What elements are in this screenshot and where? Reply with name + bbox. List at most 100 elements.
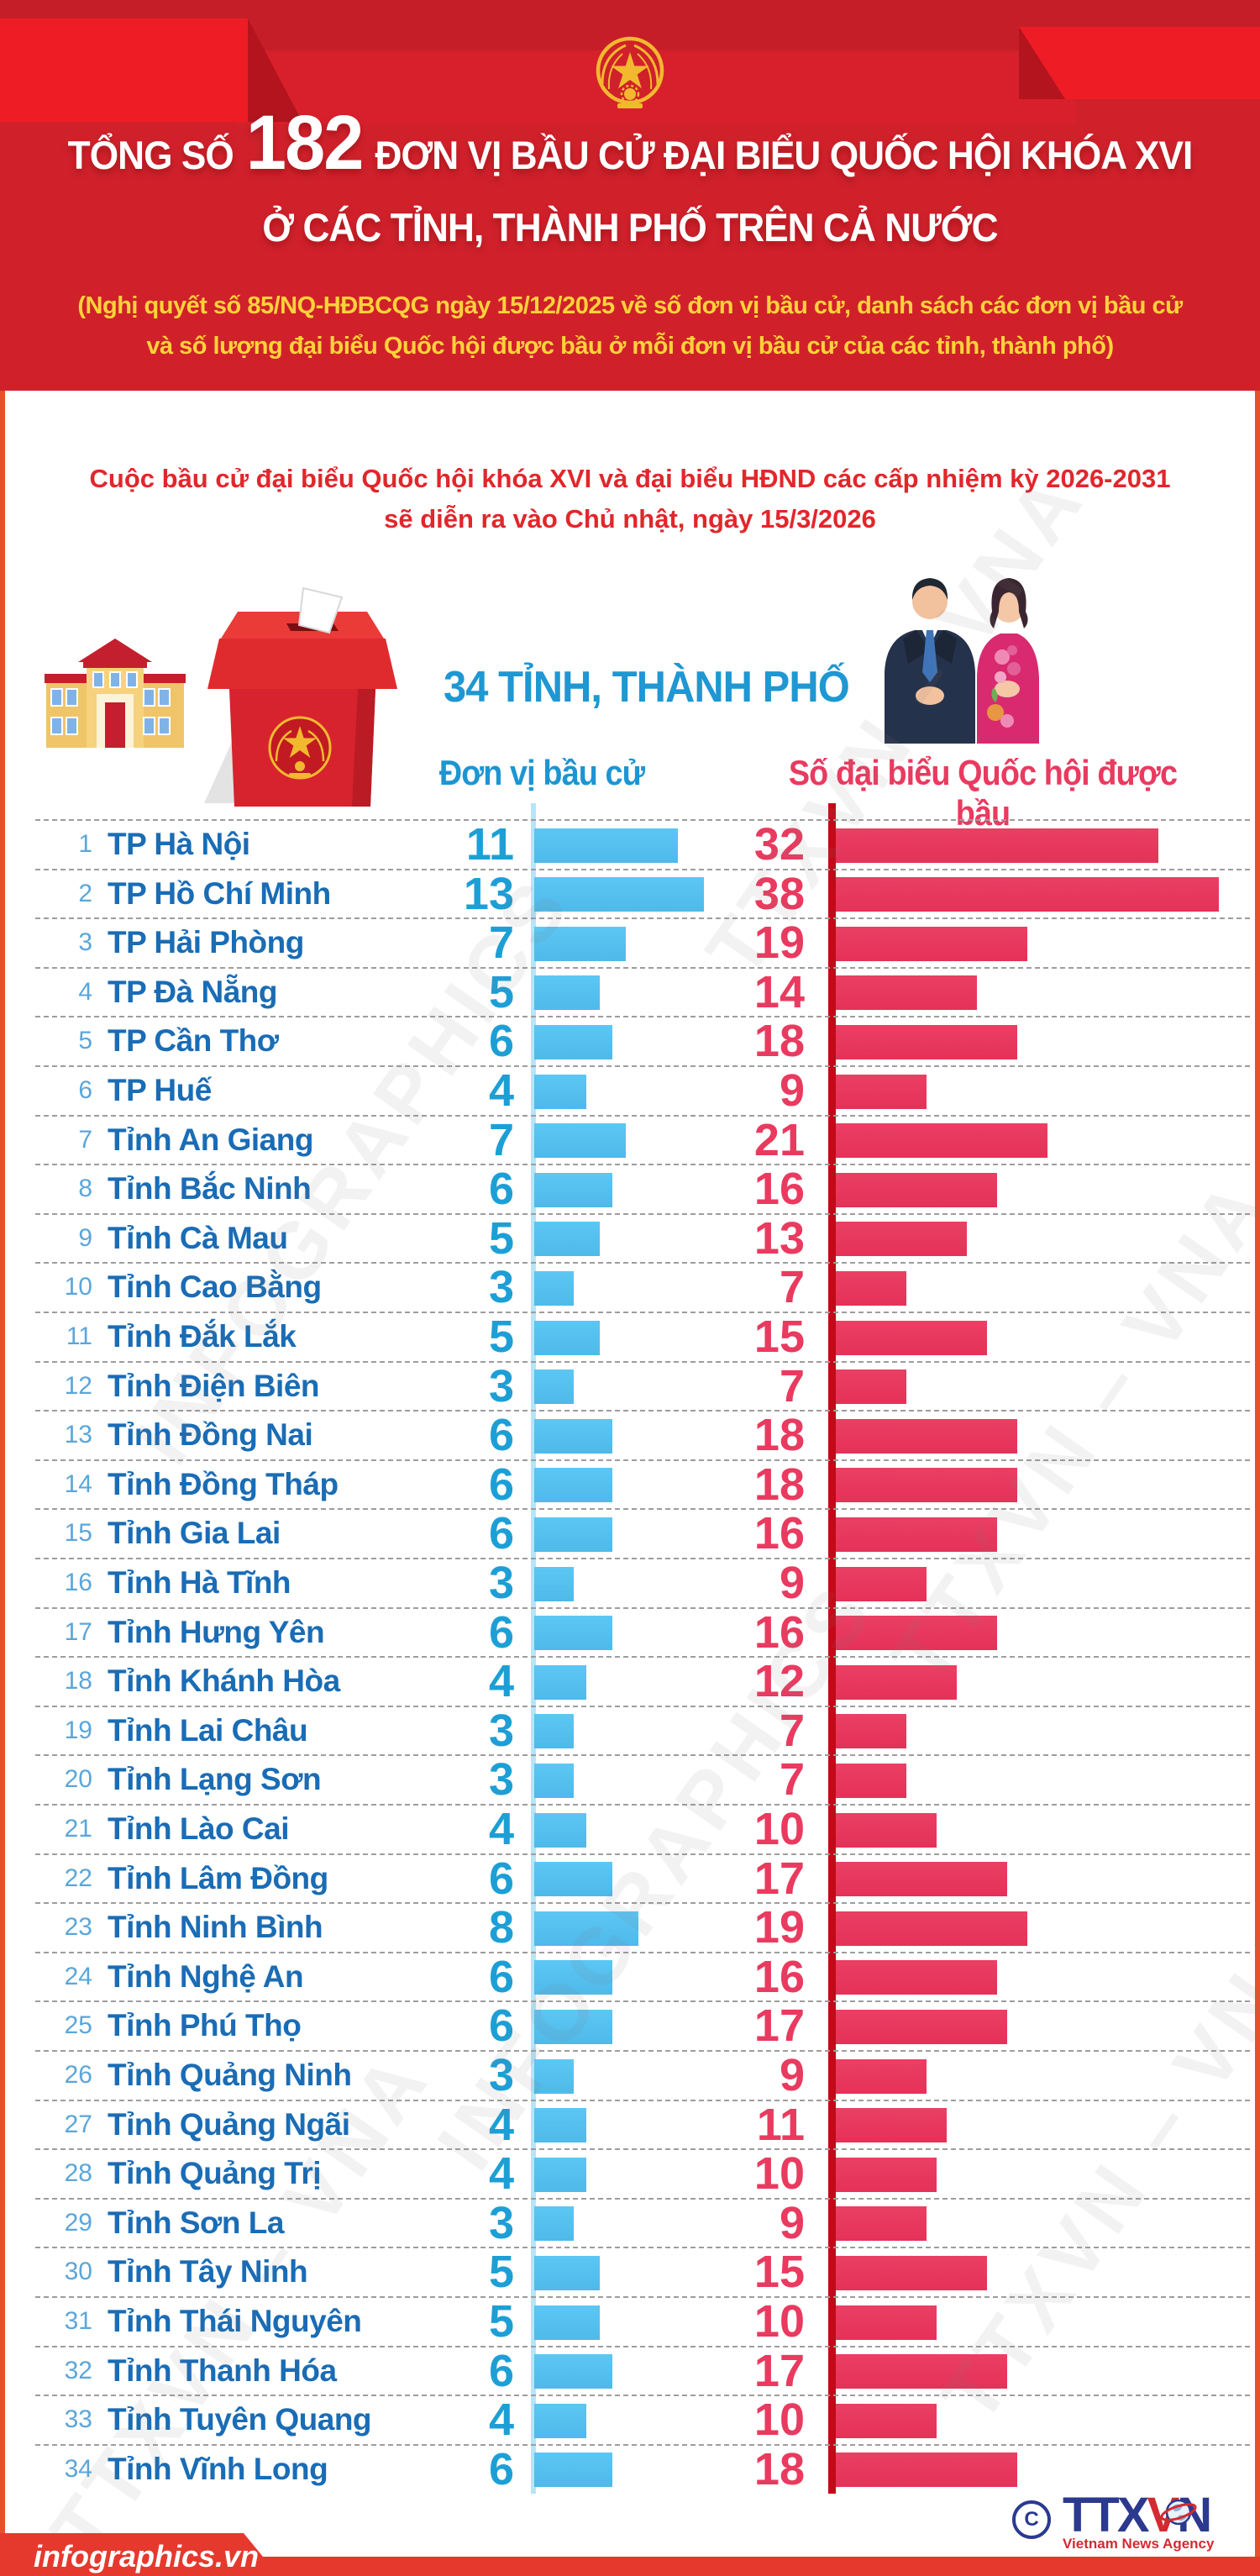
- units-bar: [534, 1911, 638, 1946]
- units-bar: [534, 975, 600, 1011]
- table-row: 13 Tỉnh Đồng Nai 6 18: [35, 1410, 1250, 1459]
- table-row: 27 Tỉnh Quảng Ngãi 4 11: [35, 2099, 1250, 2150]
- deputies-value: 16: [753, 1951, 805, 2002]
- units-bar: [534, 1664, 586, 1700]
- units-bar: [534, 2058, 574, 2094]
- table-row: 6 TP Huế 4 9: [35, 1065, 1250, 1115]
- table-row: 28 Tỉnh Quảng Trị 4 10: [35, 2148, 1250, 2198]
- deputies-value: 32: [753, 819, 805, 870]
- units-bar: [534, 1270, 574, 1306]
- units-value: 6: [488, 1508, 514, 1559]
- deputies-bar: [836, 1763, 906, 1798]
- resolution-note-line2: và số lượng đại biểu Quốc hội được bầu ở…: [146, 333, 1114, 360]
- province-name: TP Cần Thơ: [108, 1023, 279, 1059]
- intro-line2: sẽ diễn ra vào Chủ nhật, ngày 15/3/2026: [384, 504, 876, 534]
- units-value: 3: [488, 1360, 514, 1412]
- table-row: 8 Tỉnh Bắc Ninh 6 16: [35, 1164, 1250, 1213]
- units-bar: [534, 2108, 586, 2143]
- row-index: 15: [64, 1519, 92, 1548]
- voters-couple-icon: [885, 578, 1039, 744]
- row-index: 19: [64, 1716, 92, 1744]
- row-index: 21: [64, 1815, 92, 1843]
- units-value: 4: [488, 1065, 514, 1116]
- footer-site-label: infographics.vn: [34, 2539, 260, 2573]
- units-bar: [534, 2206, 574, 2242]
- deputies-bar: [836, 1616, 997, 1651]
- table-row: 25 Tỉnh Phú Thọ 6 17: [35, 2000, 1250, 2050]
- units-value: 6: [488, 1410, 514, 1461]
- row-index: 25: [64, 2011, 92, 2040]
- row-index: 23: [64, 1913, 92, 1942]
- row-index: 29: [64, 2208, 92, 2237]
- units-bar: [534, 1222, 600, 1257]
- province-name: Tỉnh Nghệ An: [108, 1958, 304, 1994]
- deputies-bar: [836, 2452, 1017, 2488]
- deputies-bar: [836, 1074, 927, 1109]
- units-bar: [534, 1468, 612, 1503]
- province-name: Tỉnh Điện Biên: [108, 1368, 320, 1403]
- row-index: 17: [64, 1617, 92, 1646]
- table-row: 11 Tỉnh Đắk Lắk 5 15: [35, 1312, 1250, 1361]
- units-value: 5: [488, 2296, 514, 2347]
- deputies-value: 14: [753, 966, 805, 1017]
- units-value: 8: [488, 1902, 514, 1953]
- row-index: 28: [64, 2159, 92, 2188]
- units-bar: [534, 2255, 600, 2290]
- row-index: 3: [78, 928, 92, 957]
- table-row: 4 TP Đà Nẵng 5 14: [35, 966, 1250, 1017]
- row-index: 6: [78, 1076, 92, 1104]
- province-name: Tỉnh Lai Châu: [108, 1712, 308, 1748]
- deputies-value: 16: [753, 1606, 805, 1658]
- deputies-value: 10: [753, 2148, 805, 2200]
- units-bar: [534, 1418, 612, 1454]
- table-row: 14 Tỉnh Đồng Tháp 6 18: [35, 1459, 1250, 1509]
- deputies-value: 11: [756, 2099, 805, 2150]
- row-index: 22: [64, 1864, 92, 1892]
- deputies-bar: [836, 1862, 1007, 1897]
- deputies-bar: [836, 1911, 1027, 1946]
- units-bar: [534, 1369, 574, 1405]
- deputies-bar: [836, 1172, 997, 1207]
- units-value: 4: [488, 1656, 514, 1707]
- province-name: Tỉnh Lạng Sơn: [108, 1762, 322, 1797]
- deputies-value: 16: [753, 1508, 805, 1559]
- title-number: 182: [245, 100, 365, 186]
- table-row: 9 Tỉnh Cà Mau 5 13: [35, 1212, 1250, 1263]
- province-name: Tỉnh Vĩnh Long: [108, 2451, 328, 2486]
- units-value: 4: [488, 2148, 514, 2200]
- units-bar: [534, 2305, 600, 2340]
- units-value: 6: [488, 2443, 514, 2495]
- units-bar: [534, 1024, 612, 1059]
- deputies-value: 18: [753, 2443, 805, 2495]
- row-index: 26: [64, 2061, 92, 2089]
- table-row: 30 Tỉnh Tây Ninh 5 15: [35, 2247, 1250, 2296]
- table-row: 18 Tỉnh Khánh Hòa 4 12: [35, 1656, 1250, 1706]
- deputies-bar: [836, 1123, 1047, 1159]
- deputies-bar: [836, 2157, 937, 2192]
- table-row: 2 TP Hồ Chí Minh 13 38: [35, 868, 1250, 918]
- units-value: 4: [488, 2395, 514, 2446]
- deputies-bar: [836, 2255, 987, 2290]
- units-value: 3: [488, 1558, 514, 1608]
- units-value: 3: [488, 1754, 514, 1806]
- table-row: 12 Tỉnh Điện Biên 3 7: [35, 1360, 1250, 1412]
- units-bar: [534, 2403, 586, 2438]
- units-value: 6: [488, 1606, 514, 1658]
- province-name: TP Huế: [108, 1073, 212, 1107]
- globe-icon: [1160, 2499, 1197, 2526]
- deputies-bar: [836, 1222, 967, 1257]
- table-row: 33 Tỉnh Tuyên Quang 4 10: [35, 2395, 1250, 2444]
- table-row: 15 Tỉnh Gia Lai 6 16: [35, 1508, 1250, 1558]
- ttxvn-letters: TTXVN: [1063, 2491, 1214, 2540]
- province-name: Tỉnh Hưng Yên: [108, 1614, 325, 1649]
- table-row: 19 Tỉnh Lai Châu 3 7: [35, 1705, 1250, 1755]
- deputies-value: 9: [779, 1065, 805, 1116]
- deputies-value: 7: [779, 1262, 805, 1313]
- resolution-note-line1: (Nghị quyết số 85/NQ-HĐBCQG ngày 15/12/2…: [77, 292, 1183, 319]
- province-name: Tỉnh Quảng Ninh: [108, 2058, 352, 2092]
- row-index: 12: [64, 1371, 92, 1400]
- units-bar: [534, 2157, 586, 2192]
- units-value: 6: [488, 2000, 514, 2052]
- province-name: TP Hồ Chí Minh: [108, 875, 331, 911]
- deputies-value: 9: [779, 1558, 805, 1608]
